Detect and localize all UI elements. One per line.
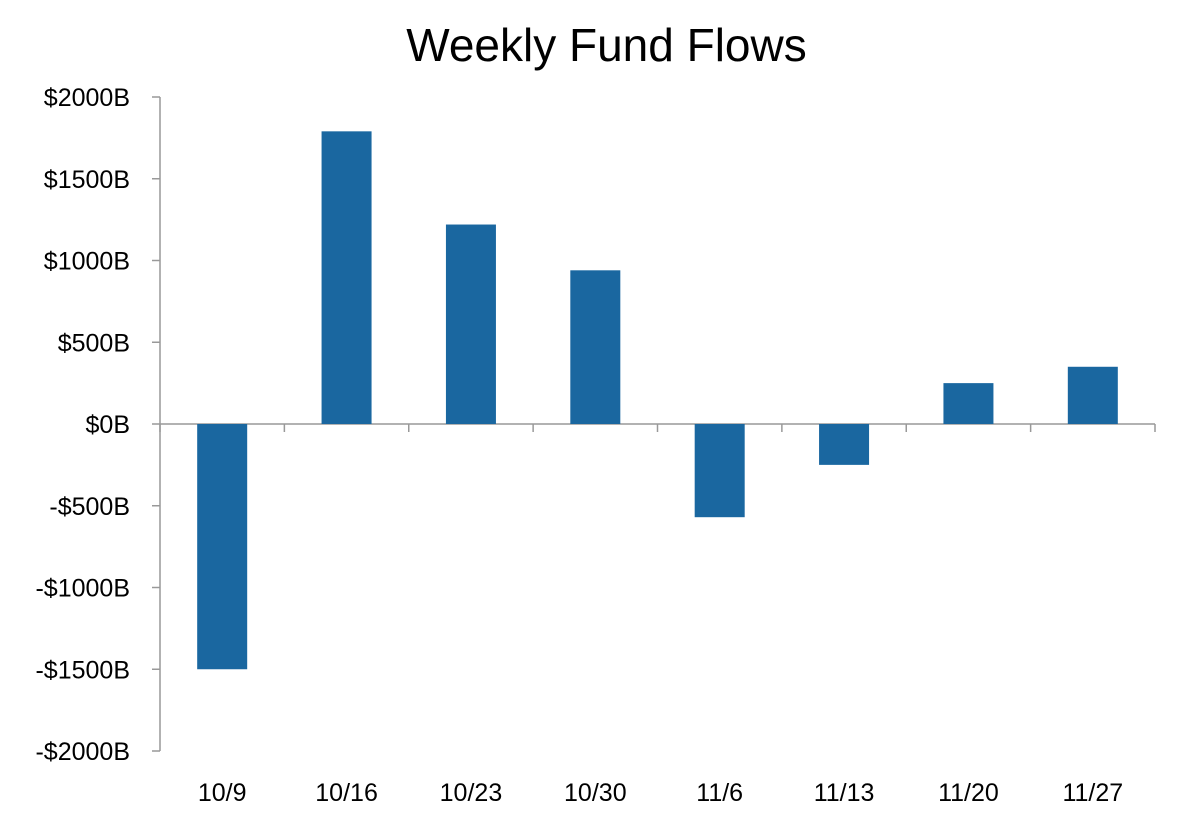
x-tick-label: 10/30 (564, 779, 627, 807)
bars (197, 131, 1118, 670)
x-tick-label: 11/6 (696, 779, 743, 807)
bar-11-20 (943, 383, 994, 424)
y-tick-label: -$2000B (35, 738, 130, 766)
chart-title: Weekly Fund Flows (406, 19, 807, 71)
bar-11-6 (694, 424, 745, 518)
y-tick-labels: $2000B $1500B $1000B $500B $0B -$500B -$1000B -… (35, 84, 130, 766)
x-tick-label: 11/27 (1062, 779, 1123, 807)
y-tick-label: -$1000B (35, 575, 130, 603)
x-tick-label: 10/16 (315, 779, 378, 807)
bar-10-9 (197, 424, 248, 670)
y-tick-label: $1500B (44, 166, 130, 194)
x-tick-label: 11/13 (814, 779, 875, 807)
x-tick-label: 10/23 (440, 779, 503, 807)
bar-10-16 (321, 131, 372, 424)
bar-10-23 (445, 224, 496, 424)
x-tick-label: 10/9 (198, 779, 247, 807)
bar-10-30 (570, 270, 621, 424)
y-tick-label: -$500B (49, 493, 130, 521)
y-tick-label: $0B (86, 411, 130, 439)
bar-11-27 (1067, 366, 1118, 424)
y-tick-label: -$1500B (35, 656, 130, 684)
x-tick-labels: 10/9 10/16 10/23 10/30 11/6 11/13 11/20 11/27 (198, 779, 1123, 807)
x-axis (159, 423, 1156, 432)
y-tick-label: $2000B (44, 84, 130, 112)
y-tick-label: $1000B (44, 248, 130, 276)
y-axis (152, 96, 161, 752)
bar-11-13 (819, 424, 870, 465)
x-tick-label: 11/20 (938, 779, 999, 807)
y-tick-label: $500B (58, 329, 130, 357)
